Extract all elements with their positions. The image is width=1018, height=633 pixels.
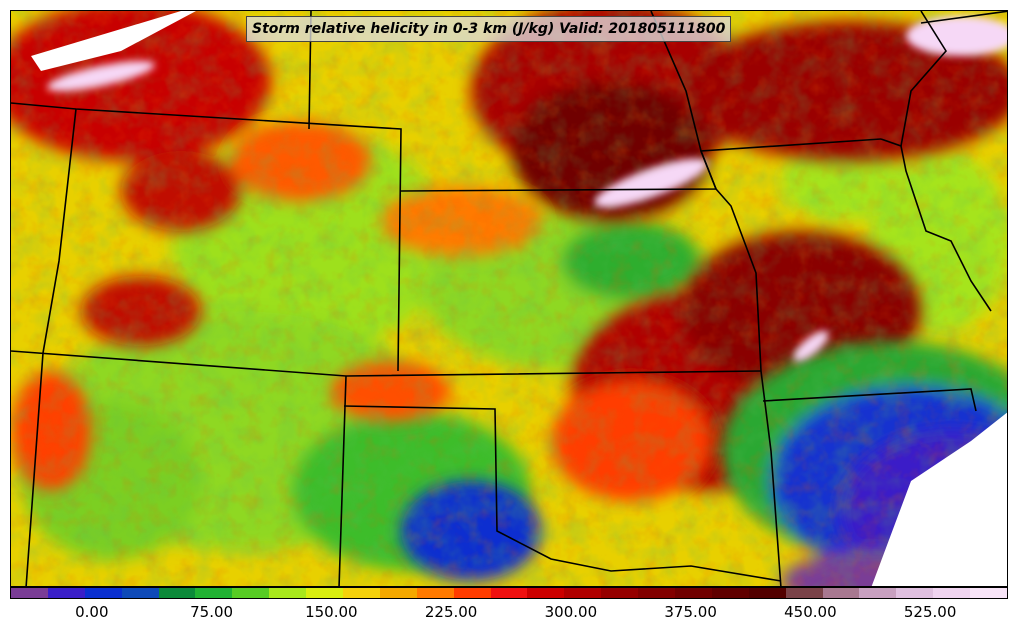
colorbar-segment: [638, 588, 676, 598]
colorbar-segment: [970, 588, 1008, 598]
colorbar-segment: [84, 588, 122, 598]
colorbar-segment: [601, 588, 639, 598]
map-canvas: [11, 11, 1007, 586]
no-data-southeast: [871, 412, 1007, 586]
colorbar-segment: [11, 588, 48, 598]
colorbar-tick-label: 375.00: [664, 603, 717, 621]
colorbar-segment: [785, 588, 823, 598]
no-data-lake: [31, 11, 196, 71]
colorbar-tick-label: 75.00: [190, 603, 234, 621]
colorbar-tick-label: 525.00: [903, 603, 957, 621]
colorbar-segment: [564, 588, 602, 598]
colorbar-segment: [343, 588, 380, 598]
map-title: Storm relative helicity in 0-3 km (J/kg)…: [246, 16, 732, 42]
colorbar-tick-label: 225.00: [424, 603, 478, 621]
colorbar-tick-label: 450.00: [784, 603, 837, 621]
helicity-map: Storm relative helicity in 0-3 km (J/kg)…: [10, 10, 1008, 587]
colorbar-segment: [232, 588, 270, 598]
colorbar-segment: [859, 588, 897, 598]
colorbar-segment: [47, 588, 85, 598]
colorbar-segment: [195, 588, 233, 598]
colorbar-segment: [748, 588, 786, 598]
colorbar-tick-label: 0.00: [75, 603, 109, 621]
colorbar-segment: [121, 588, 159, 598]
colorbar-segment: [453, 588, 491, 598]
colorbar-segment: [527, 588, 565, 598]
state-borders: [11, 11, 1007, 586]
colorbar: [10, 587, 1008, 599]
colorbar-segment: [269, 588, 307, 598]
colorbar-segment: [896, 588, 934, 598]
colorbar-segment: [711, 588, 749, 598]
colorbar-segment: [158, 588, 196, 598]
colorbar-segment: [675, 588, 712, 598]
colorbar-segment: [822, 588, 860, 598]
colorbar-tick-label: 150.00: [305, 603, 358, 621]
colorbar-segment: [379, 588, 417, 598]
colorbar-segment: [490, 588, 528, 598]
colorbar-tick-label: 300.00: [544, 603, 598, 621]
colorbar-segment: [416, 588, 454, 598]
colorbar-segment: [933, 588, 971, 598]
colorbar-segment: [306, 588, 344, 598]
